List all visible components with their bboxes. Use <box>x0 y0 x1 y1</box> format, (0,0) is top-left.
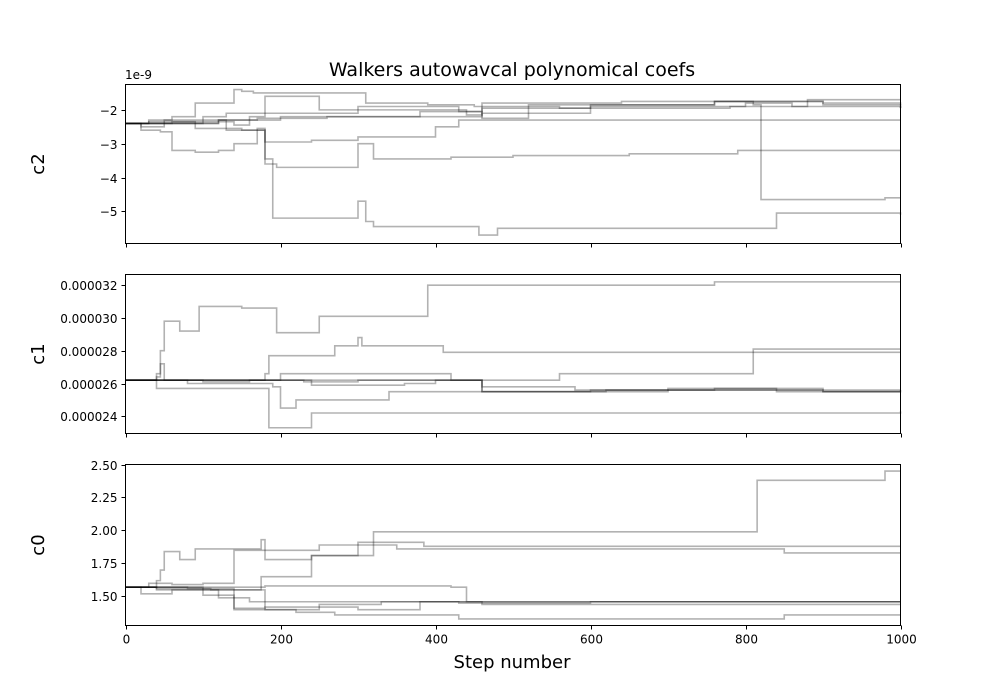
c1-series <box>125 281 902 429</box>
c0-xtick-label: 800 <box>735 633 758 647</box>
c2-walker-7 <box>125 100 901 201</box>
panel-c0: 1.50 1.75 2.00 2.25 2.50 0 200 400 600 800 1000 c0 <box>28 459 917 647</box>
c1-ticks: 0.000024 0.000026 0.000028 0.000030 0.000032 <box>60 279 902 438</box>
c0-xtick-label: 400 <box>425 633 448 647</box>
c1-walker-1 <box>125 281 901 382</box>
c1-ytick-label: 0.000028 <box>60 345 117 359</box>
c0-walker-8 <box>125 586 901 611</box>
c0-ticks: 1.50 1.75 2.00 2.25 2.50 0 200 400 600 800 1000 <box>91 459 917 647</box>
c2-ticks: −5 −4 −3 −2 <box>100 104 902 248</box>
c2-plot-frame <box>125 84 901 244</box>
c2-walker-2 <box>125 95 901 128</box>
c0-xtick-label: 600 <box>580 633 603 647</box>
c0-series <box>125 470 901 620</box>
c0-xtick-label: 0 <box>123 633 131 647</box>
c0-walker-3 <box>125 541 901 591</box>
c2-walker-8 <box>125 100 902 125</box>
c0-walker-1 <box>125 470 901 589</box>
c1-axis-label: c1 <box>28 343 49 364</box>
c1-walker-5 <box>125 379 901 393</box>
c0-plot-frame <box>125 464 901 626</box>
c1-ytick-label: 0.000030 <box>60 312 117 326</box>
c1-walker-8 <box>125 379 901 393</box>
c2-ytick-label: −2 <box>100 104 118 118</box>
panel-c2: −5 −4 −3 −2 1e-9 c2 <box>28 68 902 248</box>
c2-walker-1 <box>125 88 902 125</box>
panel-c1: 0.000024 0.000026 0.000028 0.000030 0.000032… <box>28 274 902 438</box>
c0-walker-2 <box>125 544 901 589</box>
c2-ytick-label: −5 <box>100 205 118 219</box>
c2-series <box>125 88 902 236</box>
c0-ytick-label: 1.50 <box>91 590 118 604</box>
c0-ytick-label: 2.00 <box>91 524 118 538</box>
c1-walker-2 <box>125 336 901 382</box>
c2-walker-4 <box>125 119 901 143</box>
c0-ytick-label: 2.25 <box>91 491 118 505</box>
c0-axis-label: c0 <box>28 534 49 555</box>
c2-ytick-label: −3 <box>100 138 118 152</box>
c1-walker-3 <box>125 348 901 382</box>
c1-plot-frame <box>125 274 901 434</box>
x-axis-label: Step number <box>454 652 572 673</box>
c2-axis-label: c2 <box>28 153 49 174</box>
c2-walker-6 <box>125 120 902 236</box>
c2-offset-text: 1e-9 <box>125 68 152 82</box>
c2-walker-3 <box>125 122 901 169</box>
c0-ytick-label: 2.50 <box>91 459 118 473</box>
c0-walker-6 <box>125 585 901 603</box>
c0-xtick-label: 1000 <box>886 633 917 647</box>
c1-ytick-label: 0.000026 <box>60 378 117 392</box>
c0-walker-5 <box>125 586 901 604</box>
c1-ytick-label: 0.000024 <box>60 410 117 424</box>
c0-ytick-label: 1.75 <box>91 557 118 571</box>
c2-walker-5 <box>125 100 902 125</box>
c1-walker-6 <box>125 379 902 429</box>
c0-xtick-label: 200 <box>270 633 293 647</box>
c1-walker-4 <box>125 379 901 409</box>
c1-ytick-label: 0.000032 <box>60 279 117 293</box>
chart-title: Walkers autowavcal polynomical coefs <box>329 59 695 81</box>
c0-walker-4 <box>125 586 901 620</box>
c1-walker-7 <box>125 379 902 393</box>
c2-ytick-label: −4 <box>100 172 118 186</box>
c0-walker-7 <box>125 586 901 611</box>
